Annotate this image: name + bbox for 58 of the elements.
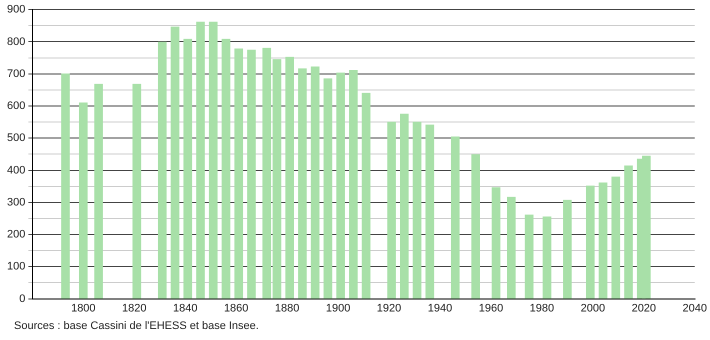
bar (586, 186, 595, 299)
y-tick-label: 700 (6, 68, 26, 80)
x-tick-label: 2020 (632, 302, 656, 314)
bar (611, 176, 620, 299)
x-tick-label: 1820 (122, 302, 147, 314)
bar (412, 122, 422, 299)
y-tick-label: 600 (6, 100, 26, 112)
bar (158, 42, 167, 299)
bar (524, 214, 534, 299)
x-tick-label: 1940 (428, 302, 452, 314)
y-tick-label: 800 (6, 36, 26, 48)
bar (208, 22, 218, 299)
bar (362, 92, 370, 299)
source-note: Sources : base Cassini de l'EHESS et base Insee. (14, 320, 259, 332)
x-tick-label: 1880 (274, 302, 300, 314)
bar (349, 70, 358, 299)
bar (471, 154, 480, 299)
bar (222, 38, 230, 299)
y-tick-label: 900 (6, 4, 26, 16)
bar (132, 84, 142, 299)
x-tick-label: 1960 (478, 302, 504, 314)
x-tick-label: 1840 (172, 302, 198, 314)
bar (624, 165, 633, 299)
bar (400, 114, 409, 299)
y-tick-label: 200 (6, 228, 26, 241)
bar (425, 124, 434, 299)
y-tick-label: 100 (6, 260, 26, 273)
bar (196, 22, 205, 299)
x-tick-label: 1980 (530, 302, 554, 314)
bar (285, 56, 294, 299)
bar (247, 50, 256, 299)
bar (336, 72, 345, 299)
y-tick-label: 400 (6, 164, 26, 176)
bar (310, 66, 320, 299)
y-tick-label: 0 (19, 292, 26, 305)
bar (94, 84, 103, 299)
x-tick-label: 1800 (71, 302, 96, 314)
x-tick-label: 1920 (376, 302, 402, 314)
y-tick-label: 500 (6, 132, 26, 144)
y-tick-label: 300 (6, 196, 26, 208)
bar (61, 74, 70, 299)
bar (78, 102, 88, 299)
bar (234, 48, 244, 299)
bar (298, 68, 307, 299)
x-tick-label: 2040 (682, 302, 708, 314)
bar (324, 78, 332, 299)
bar (563, 200, 572, 299)
bar (170, 26, 180, 299)
x-tick-label: 1900 (326, 302, 350, 314)
bar (387, 122, 396, 299)
bar (450, 136, 460, 299)
bar (492, 187, 500, 299)
bar (183, 38, 192, 299)
bar (598, 182, 608, 299)
bar (542, 216, 552, 299)
bar (507, 196, 516, 299)
x-tick-label: 2000 (580, 302, 606, 314)
x-tick-label: 1860 (224, 302, 248, 314)
